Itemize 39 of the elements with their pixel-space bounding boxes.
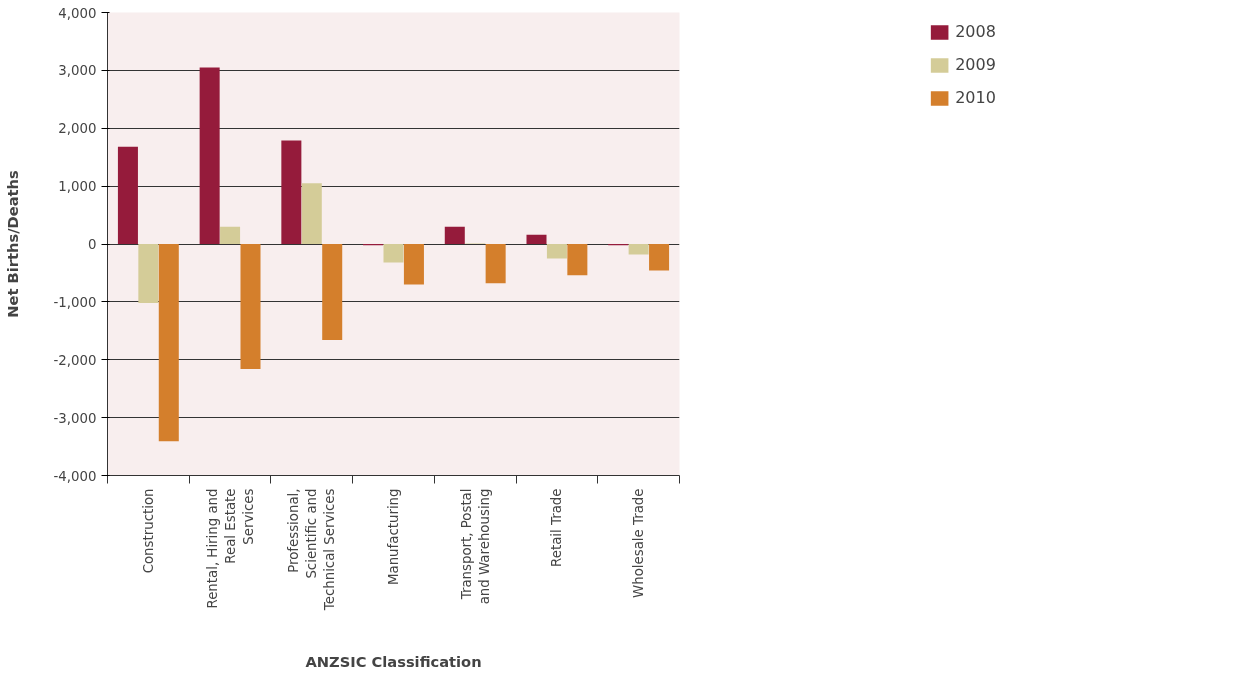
bar: [526, 234, 547, 244]
bar: [117, 146, 138, 244]
bar: [220, 226, 241, 244]
y-tick-label: -4,000: [53, 468, 97, 484]
bar: [158, 244, 179, 442]
bar: [649, 244, 670, 271]
y-tick-label: 2,000: [58, 121, 97, 137]
bar: [485, 244, 506, 284]
x-axis-title: ANZSIC Classification: [305, 653, 482, 671]
legend-label: 2008: [955, 22, 996, 41]
bar: [240, 244, 261, 370]
bar: [546, 244, 567, 259]
bar: [383, 244, 404, 263]
x-tick-label: Manufacturing: [386, 488, 401, 586]
y-tick-label: 0: [88, 237, 97, 252]
legend-label: 2009: [955, 55, 996, 74]
bar: [403, 244, 424, 285]
y-axis-title: Net Births/Deaths: [3, 170, 21, 318]
x-tick-label: Professional, Scientific and Technical Services: [286, 488, 338, 612]
x-tick-label: Construction: [140, 488, 156, 574]
bar: [444, 226, 465, 244]
bar: [138, 244, 159, 304]
y-tick-label: -1,000: [53, 294, 97, 310]
y-tick-label: 1,000: [58, 179, 97, 195]
bar: [281, 140, 302, 244]
x-tick-label: Wholesale Trade: [631, 488, 647, 598]
y-tick-label: -3,000: [53, 410, 97, 426]
bar: [628, 244, 649, 255]
x-tick-label: Rental, Hiring and Real Estate Services: [204, 488, 256, 609]
bar: [199, 67, 220, 244]
legend-label: 2010: [955, 88, 996, 107]
y-tick-label: -2,000: [53, 352, 97, 368]
y-tick-label: 4,000: [58, 5, 97, 21]
x-tick-label: Transport, Postal and Warehousing: [458, 488, 492, 605]
bar: [322, 244, 343, 341]
y-tick-label: 3,000: [58, 63, 97, 79]
x-tick-label: Retail Trade: [549, 488, 565, 567]
bar: [301, 183, 322, 244]
bar: [567, 244, 588, 276]
